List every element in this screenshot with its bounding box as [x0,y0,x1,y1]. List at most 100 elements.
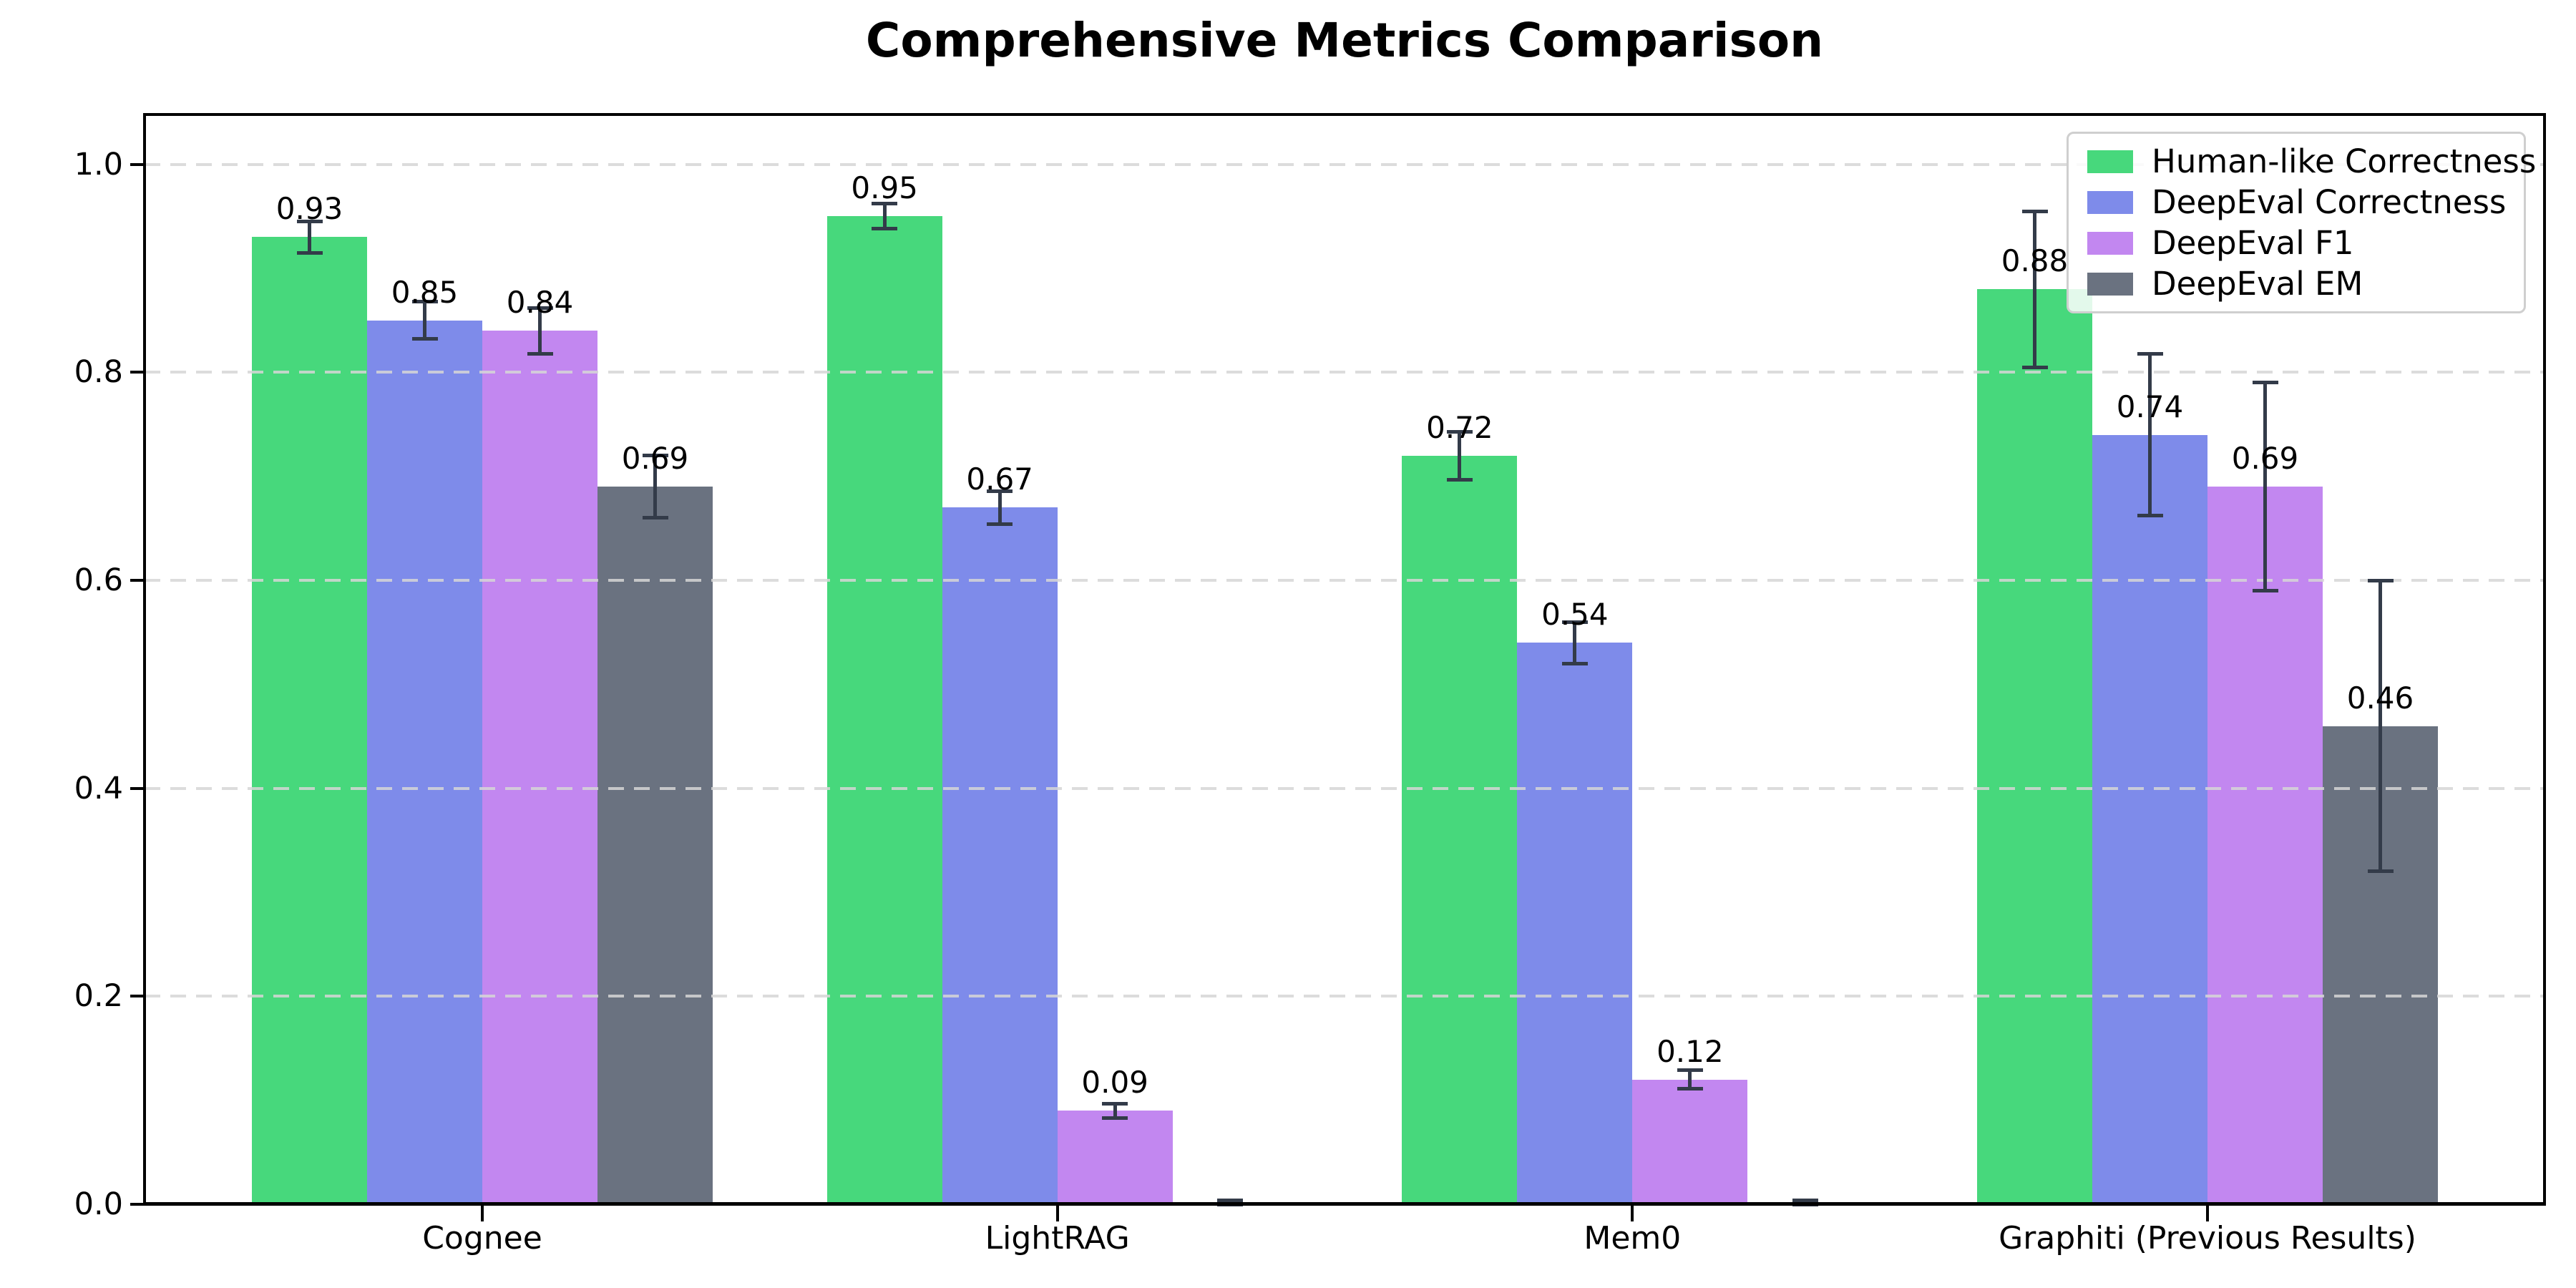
y-tick-label: 0.4 [74,770,123,806]
bar-value-label: 0.09 [1081,1065,1148,1101]
y-tick-label: 0.2 [74,978,123,1015]
error-bar [1573,622,1577,664]
legend-entry: DeepEval EM [2087,265,2524,303]
legend-label: DeepEval EM [2152,265,2363,303]
bar-value-label: 0.12 [1657,1033,1724,1069]
error-bar-cap [872,227,898,231]
x-tick [2206,1206,2209,1221]
y-tick [130,579,143,582]
bar-value-label: 0.93 [275,191,343,227]
error-bar-cap [411,300,438,304]
error-bar [308,221,311,253]
bar-value-label: 0.46 [2346,680,2414,716]
y-tick-label: 0.0 [74,1186,123,1222]
x-tick-label-3: Graphiti (Previous Results) [1999,1220,2416,1257]
y-tick-label: 0.8 [74,354,123,391]
bar-value-label: 0.69 [2231,441,2299,477]
error-bar-cap [872,202,898,206]
error-bar-cap [2137,351,2163,356]
y-tick [130,371,143,374]
error-bar [997,491,1002,525]
y-tick-label: 0.6 [74,562,123,599]
y-tick [130,995,143,998]
error-bar-cap [1446,477,1473,482]
error-bar-cap [2137,514,2163,518]
bar-value-label: 0.74 [2116,389,2184,424]
x-tick-label-2: Mem0 [1584,1220,1682,1257]
error-bar [1458,431,1462,480]
bar-value-label: 0.88 [2001,243,2069,279]
y-tick [130,786,143,790]
bar [942,507,1058,1204]
legend-swatch [2087,231,2133,255]
error-bar-cap [987,522,1013,527]
error-bar-cap [296,220,323,224]
error-bar-cap [1217,1198,1244,1202]
bar [1517,643,1633,1204]
x-tick-label-1: LightRAG [985,1220,1130,1257]
y-tick [130,162,143,166]
y-axis-label: Score [0,615,6,703]
plot-area: 0.93 0.95 0.72 0.88 0.85 0.67 0.54 0.74 0.84 0.09… [74,113,2546,1257]
error-bar-cap [1677,1068,1703,1073]
legend-entry: DeepEval F1 [2087,224,2524,262]
error-bar-cap [1102,1116,1128,1120]
error-bar-cap [642,454,668,458]
x-tick [1631,1206,1634,1221]
error-bar-cap [2021,365,2048,369]
error-bar-cap [2252,589,2278,593]
error-bar-cap [1792,1198,1818,1202]
error-bar [423,301,426,339]
bar [252,237,367,1204]
error-bar-cap [2367,578,2394,582]
y-axis-line [143,113,146,1206]
error-bar-cap [1561,620,1588,624]
gridline-0.2 [145,995,2545,998]
error-bar [2033,211,2036,368]
bar-value-label: 0.54 [1541,597,1609,633]
error-bar-cap [1677,1087,1703,1091]
bar-value-label: 0.84 [506,285,574,321]
bar-value-label: 0.69 [621,441,689,477]
bar [482,331,597,1204]
bar [2092,434,2207,1204]
x-tick-label-0: Cognee [422,1220,542,1257]
gridline-0.4 [145,786,2545,790]
bar [367,320,482,1204]
gridline-0.6 [145,579,2545,582]
legend-swatch [2087,150,2133,173]
x-tick [481,1206,484,1221]
error-bar-cap [642,516,668,520]
x-tick [1055,1206,1059,1221]
bar-value-label: 0.85 [391,274,459,310]
bar [1632,1079,1748,1204]
error-bar-cap [296,250,323,255]
error-bar-cap [1446,429,1473,434]
bar [826,216,942,1204]
error-bar [2148,353,2152,516]
bar [1057,1111,1173,1204]
bar [1977,289,2092,1204]
bar [597,487,713,1204]
legend-swatch [2087,190,2133,214]
legend-entry: Human-like Correctness [2087,142,2536,180]
error-bar [1688,1070,1692,1089]
error-bar-cap [527,306,553,310]
error-bar [538,308,542,354]
right-spine [2543,113,2546,1206]
legend-label: DeepEval F1 [2152,224,2354,262]
bar-value-label: 0.95 [851,170,918,206]
error-bar [1113,1103,1117,1118]
bar-value-label: 0.72 [1426,409,1493,445]
legend-label: DeepEval Correctness [2152,183,2507,221]
legend-swatch [2087,272,2133,296]
y-tick-label: 1.0 [74,146,123,182]
top-spine [143,113,2546,116]
gridline-1.0 [145,162,2545,166]
error-bar [2263,382,2267,591]
error-bar-cap [527,351,553,356]
x-axis-line [143,1202,2546,1206]
bar-value-label: 0.67 [966,462,1033,497]
chart-title: Comprehensive Metrics Comparison [865,13,1824,68]
